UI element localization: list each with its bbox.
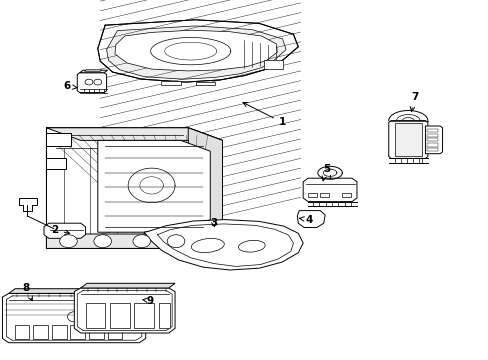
Polygon shape <box>44 223 85 238</box>
Polygon shape <box>46 128 188 248</box>
Polygon shape <box>98 140 210 232</box>
Bar <box>89 325 103 339</box>
Bar <box>70 325 85 339</box>
Text: 4: 4 <box>299 215 312 225</box>
Polygon shape <box>144 220 303 270</box>
Polygon shape <box>77 73 106 93</box>
Circle shape <box>94 79 102 85</box>
Bar <box>110 303 129 328</box>
Bar <box>134 303 154 328</box>
Circle shape <box>133 235 150 248</box>
Circle shape <box>60 235 77 248</box>
Bar <box>307 193 316 197</box>
Polygon shape <box>425 126 442 154</box>
Polygon shape <box>81 283 175 288</box>
Text: 2: 2 <box>51 225 69 235</box>
Bar <box>33 325 48 339</box>
Bar <box>85 303 105 328</box>
Ellipse shape <box>191 238 224 253</box>
Polygon shape <box>115 30 277 71</box>
Polygon shape <box>394 123 421 156</box>
Polygon shape <box>2 293 145 343</box>
Text: 1: 1 <box>243 103 285 127</box>
Text: 5: 5 <box>322 164 329 181</box>
Text: 7: 7 <box>409 92 417 111</box>
Polygon shape <box>80 70 107 73</box>
Text: 9: 9 <box>142 296 154 306</box>
Bar <box>15 325 29 339</box>
Polygon shape <box>84 70 102 71</box>
Circle shape <box>94 235 111 248</box>
Text: 3: 3 <box>210 218 217 228</box>
Polygon shape <box>46 128 222 140</box>
Polygon shape <box>264 60 282 69</box>
Text: 8: 8 <box>22 283 32 301</box>
Polygon shape <box>303 178 356 202</box>
Bar <box>320 193 328 197</box>
Polygon shape <box>297 211 325 228</box>
Bar <box>427 143 437 147</box>
Bar <box>52 325 66 339</box>
Bar <box>427 148 437 151</box>
Bar <box>107 325 122 339</box>
Polygon shape <box>98 20 298 82</box>
Polygon shape <box>161 81 181 85</box>
Text: 6: 6 <box>63 81 77 91</box>
Circle shape <box>85 79 93 85</box>
Circle shape <box>67 312 81 322</box>
Polygon shape <box>46 158 66 169</box>
Polygon shape <box>388 121 427 158</box>
Bar <box>427 129 437 132</box>
Polygon shape <box>9 289 145 293</box>
Polygon shape <box>188 128 222 248</box>
Polygon shape <box>46 234 222 250</box>
Bar <box>427 134 437 137</box>
Polygon shape <box>106 26 285 79</box>
Polygon shape <box>46 133 71 146</box>
Polygon shape <box>19 198 37 211</box>
Circle shape <box>167 235 184 248</box>
Polygon shape <box>195 82 215 85</box>
Bar <box>159 303 169 328</box>
Bar <box>427 138 437 141</box>
Polygon shape <box>46 128 222 248</box>
Ellipse shape <box>238 240 264 252</box>
Bar <box>342 193 350 197</box>
Polygon shape <box>74 288 175 333</box>
